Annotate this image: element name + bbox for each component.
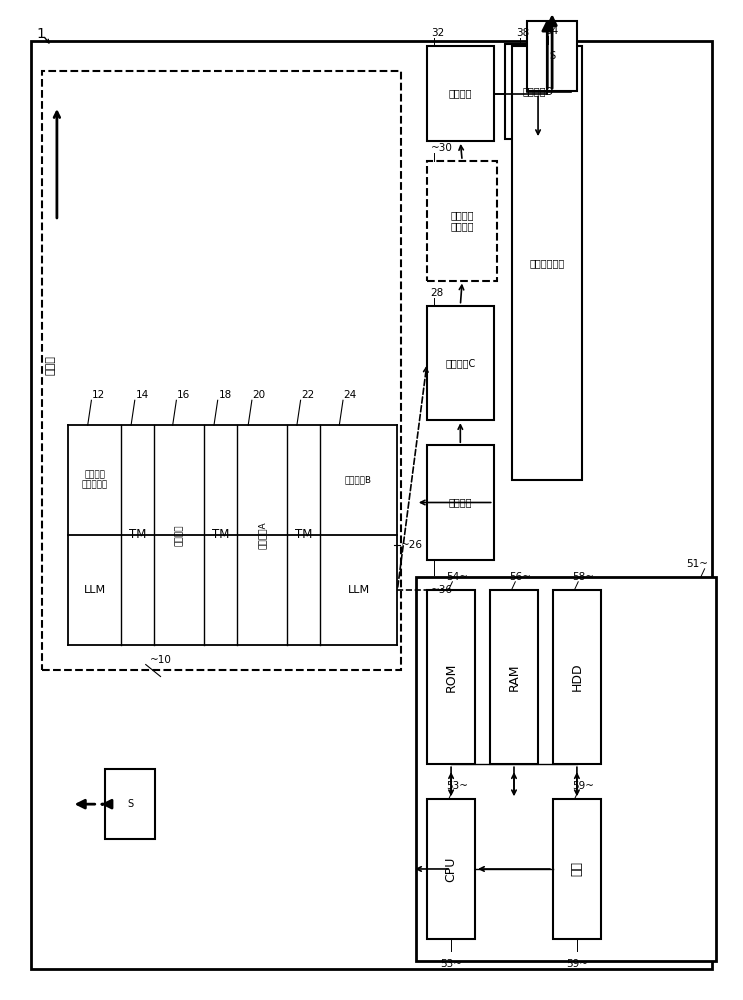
Text: 1: 1 [37, 27, 46, 41]
Text: TM: TM [295, 528, 312, 541]
Text: 53~: 53~ [447, 781, 468, 791]
Bar [42, 71, 401, 670]
Text: 14: 14 [135, 390, 149, 400]
Text: 加热装置
（回流）: 加热装置 （回流） [450, 210, 474, 232]
Text: 成膜装置A: 成膜装置A [257, 521, 267, 549]
Text: LLM: LLM [348, 585, 369, 595]
Bar [427, 590, 475, 764]
Text: 22: 22 [302, 390, 314, 400]
Text: ~36: ~36 [431, 585, 452, 595]
Text: HDD: HDD [571, 663, 583, 691]
Bar [553, 590, 601, 764]
Text: 56~: 56~ [509, 572, 531, 582]
Bar [416, 577, 716, 961]
Text: 12: 12 [92, 390, 106, 400]
Text: 界面: 界面 [571, 861, 583, 876]
Text: RAM: RAM [507, 663, 521, 691]
Text: 蒸镀装置: 蒸镀装置 [175, 524, 184, 546]
Text: 贴合装置: 贴合装置 [449, 497, 472, 507]
Text: 24: 24 [344, 390, 357, 400]
Text: ROM: ROM [444, 662, 458, 692]
Text: ~30: ~30 [431, 143, 452, 153]
Bar [490, 590, 538, 764]
Bar [504, 44, 571, 139]
Text: 32: 32 [431, 28, 444, 38]
Bar [527, 21, 577, 91]
Text: S: S [549, 51, 555, 61]
Text: 20: 20 [253, 390, 266, 400]
Text: 51~: 51~ [687, 559, 708, 569]
Bar [427, 161, 497, 281]
Text: ~26: ~26 [401, 540, 423, 550]
Text: 18: 18 [218, 390, 232, 400]
Text: 成膜装置C: 成膜装置C [445, 358, 476, 368]
Text: S: S [127, 799, 133, 809]
Bar [553, 799, 601, 939]
Text: LLM: LLM [84, 585, 106, 595]
Text: 成膜装置B: 成膜装置B [345, 476, 372, 485]
Text: 信刻装置: 信刻装置 [449, 89, 472, 99]
Text: 38: 38 [516, 28, 529, 38]
Text: ~10: ~10 [149, 655, 172, 665]
Bar [427, 799, 475, 939]
Text: 16: 16 [177, 390, 190, 400]
Text: 28: 28 [431, 288, 444, 298]
Text: CPU: CPU [444, 856, 458, 882]
Text: 生産線: 生産線 [45, 355, 56, 375]
Bar [427, 445, 493, 560]
Bar [512, 46, 583, 480]
Bar [427, 46, 493, 141]
Text: 成膜装置D: 成膜装置D [522, 87, 554, 97]
Text: 59~: 59~ [566, 959, 588, 969]
Text: TM: TM [129, 528, 146, 541]
Text: 58~: 58~ [572, 572, 594, 582]
Text: 53~: 53~ [440, 959, 462, 969]
Text: 54~: 54~ [447, 572, 468, 582]
Text: 34: 34 [545, 26, 558, 36]
Bar [427, 306, 493, 420]
Text: 覆盖信刻装置: 覆盖信刻装置 [530, 258, 565, 268]
Text: 59~: 59~ [572, 781, 594, 791]
Bar [105, 769, 155, 839]
Text: 清洗装置
（预处理）: 清洗装置 （预处理） [82, 470, 108, 490]
Text: TM: TM [212, 528, 229, 541]
